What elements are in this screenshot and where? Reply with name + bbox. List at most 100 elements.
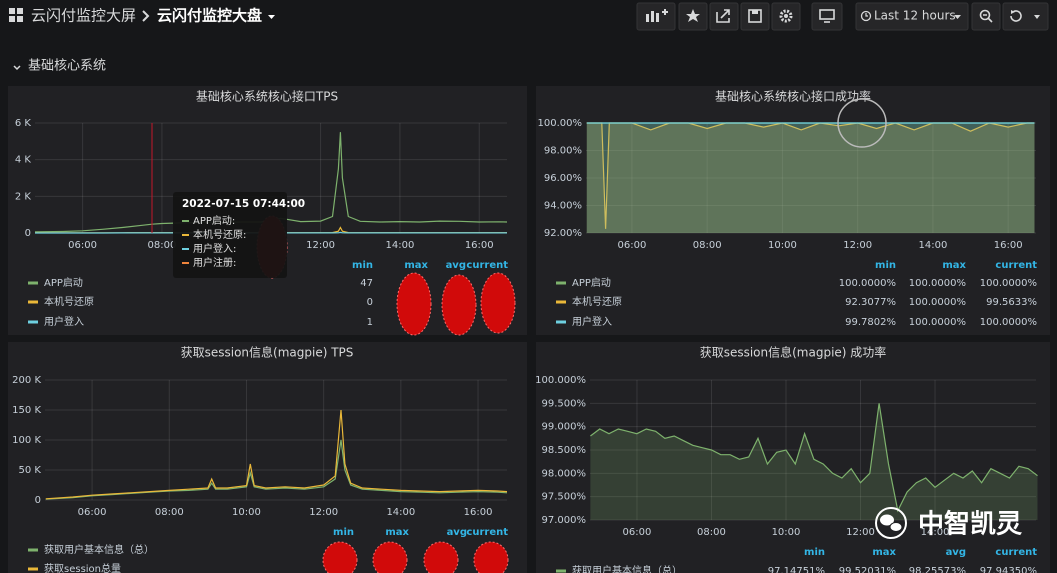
legend-name: 本机号还原 [44,295,94,308]
legend-value: 1 [367,317,373,328]
x-tick-label: 12:00 [306,240,335,251]
x-tick-label: 14:00 [918,240,947,251]
panel-title: 获取session信息(magpie) TPS [181,345,354,360]
series-line [590,403,1038,513]
x-tick-label: 06:00 [617,240,646,251]
y-tick-label: 98.000% [542,468,587,479]
legend-header: current [995,547,1037,558]
time-picker[interactable]: Last 12 hours [855,2,969,31]
legend-value: 92.3077% [845,297,896,308]
y-tick-label: 100 K [12,435,41,446]
title-caret[interactable] [268,15,275,19]
tooltip-label: APP启动: [193,214,235,227]
dashboard-title[interactable]: 云闪付监控大盘 [157,7,262,25]
legend-header: avg [946,547,966,558]
x-tick-label: 10:00 [768,240,797,251]
y-tick-label: 96.00% [544,173,582,184]
x-tick-label: 10:00 [232,507,261,518]
grafana-icon[interactable] [9,8,23,22]
tv-mode-button[interactable] [811,2,843,31]
y-tick-label: 100.000% [535,375,586,386]
breadcrumb-parent[interactable]: 云闪付监控大屏 [31,7,136,25]
share-button[interactable] [709,2,739,31]
legend-header: min [804,547,825,558]
y-tick-label: 97.500% [542,492,587,503]
series-area [586,123,1035,233]
tooltip-label: 用户登入: [193,242,236,255]
legend-header: current [466,260,508,271]
y-tick-label: 98.500% [542,445,587,456]
x-tick-label: 16:00 [464,507,493,518]
zoom-out-button[interactable] [971,2,1001,31]
legend-name: APP启动 [572,276,611,289]
y-tick-label: 50 K [19,465,42,476]
legend-name: APP启动 [44,276,83,289]
legend-value: 97.14751% [768,566,825,573]
y-tick-label: 99.000% [542,422,587,433]
row-title[interactable]: 基础核心系统 [28,59,106,74]
y-tick-label: 92.00% [544,228,582,239]
series-line [34,132,508,233]
legend-value: 100.0000% [839,278,896,289]
x-tick-label: 08:00 [693,240,722,251]
legend-header: current [466,527,508,538]
legend-name: 用户登入 [44,315,84,328]
y-tick-label: 150 K [12,405,41,416]
row-chevron[interactable] [13,65,21,71]
y-tick-label: 100.00% [538,118,583,129]
x-tick-label: 06:00 [623,527,652,538]
save-button[interactable] [740,2,770,31]
tooltip-label: 用户注册: [193,256,236,269]
legend-value: 99.7802% [845,317,896,328]
legend-header: avg [446,260,466,271]
panel-title: 基础核心系统核心接口成功率 [715,89,871,104]
watermark-text: 中智凯灵 [918,510,1022,540]
legend-name: 本机号还原 [572,295,622,308]
legend-value: 0 [367,297,373,308]
legend-value: 97.94350% [980,566,1037,573]
refresh-button[interactable] [1002,2,1049,31]
y-tick-label: 0 [35,495,41,506]
y-tick-label: 200 K [12,375,41,386]
legend-value: 99.5633% [986,297,1037,308]
legend-header: min [352,260,373,271]
legend-header: max [942,260,966,271]
x-tick-label: 08:00 [697,527,726,538]
tooltip-time: 2022-07-15 07:44:00 [182,198,305,210]
legend-header: min [875,260,896,271]
legend-value: 100.0000% [909,297,966,308]
series-area [586,123,1035,233]
legend-header: avg [447,527,467,538]
panel [8,342,527,573]
legend-name: 用户登入 [572,315,612,328]
y-tick-label: 98.00% [544,146,582,157]
panel-title: 基础核心系统核心接口TPS [196,89,338,104]
y-tick-label: 4 K [15,155,32,166]
legend-name: 获取用户基本信息（总） [44,543,154,556]
legend-header: min [333,527,354,538]
breadcrumb-separator [142,10,150,22]
y-tick-label: 97.000% [542,515,587,526]
tooltip-label: 本机号还原: [193,228,246,241]
x-tick-label: 12:00 [843,240,872,251]
x-tick-label: 16:00 [465,240,494,251]
add-panel-button[interactable] [636,2,676,31]
tooltip: 2022-07-15 07:44:00 APP启动:本机号还原:用户登入:用户注… [173,192,305,278]
legend-header: current [995,260,1037,271]
time-range[interactable]: Last 12 hours [874,9,956,23]
legend-value: 100.0000% [909,317,966,328]
panel-title: 获取session信息(magpie) 成功率 [700,345,887,360]
x-tick-label: 16:00 [994,240,1023,251]
y-tick-label: 2 K [15,191,32,202]
x-tick-label: 14:00 [386,507,415,518]
legend-value: 100.0000% [909,278,966,289]
x-tick-label: 14:00 [921,527,950,538]
settings-button[interactable] [771,2,801,31]
cursor-highlight [837,98,887,148]
series-line [35,231,507,234]
star-button[interactable] [678,2,708,31]
legend-value: 100.0000% [980,317,1037,328]
x-tick-label: 12:00 [309,507,338,518]
